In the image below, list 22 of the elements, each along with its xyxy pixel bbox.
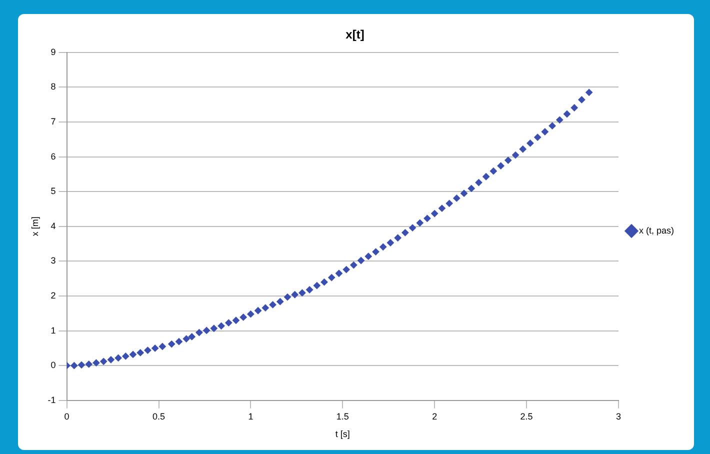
x-axis-title: t [s] <box>335 429 350 440</box>
x-tick-label: 1.5 <box>336 411 349 422</box>
y-tick-label: 6 <box>50 151 56 162</box>
y-tick-label: -1 <box>48 394 56 405</box>
x-tick-label: 2 <box>432 411 438 422</box>
y-tick-label: 0 <box>50 360 56 370</box>
x-tick-label: 1 <box>248 411 254 422</box>
x-tick-label: 3 <box>616 411 621 422</box>
y-tick-label: 1 <box>50 325 56 336</box>
y-tick-label: 3 <box>50 256 56 266</box>
y-tick-label: 8 <box>50 82 56 92</box>
y-tick-label: 5 <box>50 186 56 196</box>
y-tick-label: 4 <box>50 220 56 231</box>
legend-label: x (t, pas) <box>638 225 674 236</box>
y-tick-label: 7 <box>50 116 56 126</box>
x-tick-label: 2.5 <box>520 411 533 422</box>
x-tick-label: 0.5 <box>152 411 166 422</box>
chart-title: x[t] <box>346 28 364 42</box>
y-tick-label: 9 <box>50 46 56 57</box>
y-axis-title: x [m] <box>30 216 40 236</box>
x-tick-label: 0 <box>64 411 70 422</box>
y-tick-label: 2 <box>50 290 56 300</box>
